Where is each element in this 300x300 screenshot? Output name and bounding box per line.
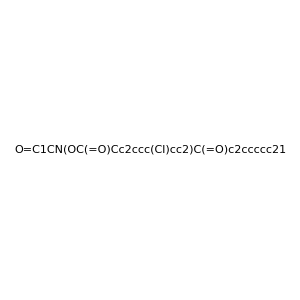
Text: O=C1CN(OC(=O)Cc2ccc(Cl)cc2)C(=O)c2ccccc21: O=C1CN(OC(=O)Cc2ccc(Cl)cc2)C(=O)c2ccccc2… xyxy=(14,145,286,155)
